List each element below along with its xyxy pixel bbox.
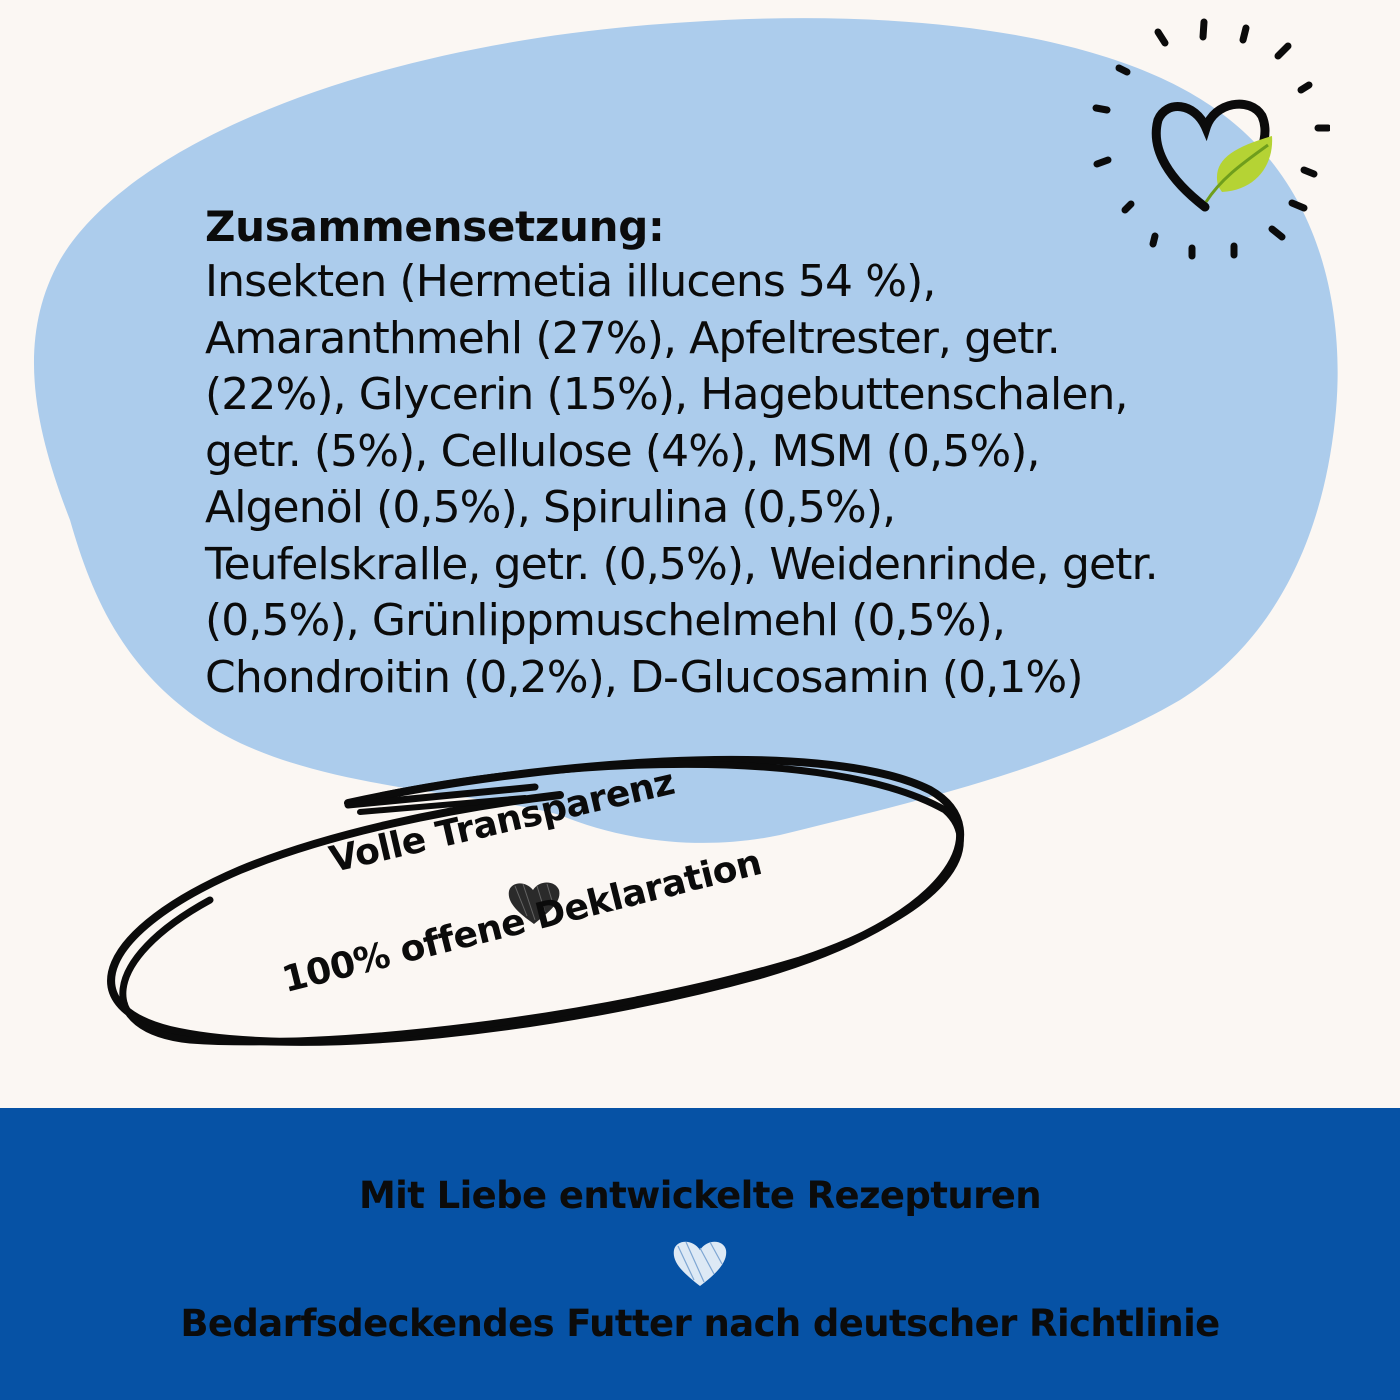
ingredient-line: Amaranthmehl (27%), Apfeltrester, getr. (205, 312, 1061, 364)
ingredient-line: (22%), Glycerin (15%), Hagebuttenschalen… (205, 369, 1128, 420)
composition-title: Zusammensetzung: (205, 202, 665, 251)
ingredient-line: (0,5%), Grünlippmuschelmehl (0,5%), (205, 595, 1006, 646)
composition-block: Zusammensetzung: Insekten (Hermetia illu… (205, 200, 1285, 706)
heart-with-leaf-icon (1092, 18, 1330, 260)
ingredient-line: Algenöl (0,5%), Spirulina (0,5%), (205, 482, 896, 533)
scribble-ellipse (107, 755, 965, 1046)
scribble-heart-icon (673, 1241, 727, 1286)
footer-band: Mit Liebe entwickelte Rezepturen Bedarfs… (0, 1108, 1400, 1400)
ingredient-line: Teufelskralle, getr. (0,5%), Weidenrinde… (205, 538, 1159, 590)
blue-blob-shape (33, 18, 1338, 843)
footer-line-recipes: Mit Liebe entwickelte Rezepturen (358, 1174, 1042, 1217)
ingredient-line: Chondroitin (0,2%), D-Glucosamin (0,1%) (205, 651, 1084, 703)
ingredient-line: getr. (5%), Cellulose (4%), MSM (0,5%), (205, 425, 1040, 477)
scribble-heart-icon (508, 882, 560, 924)
ingredient-line: Insekten (Hermetia illucens 54 %), (205, 256, 936, 307)
footer-line-guideline: Bedarfsdeckendes Futter nach deutscher R… (180, 1302, 1220, 1345)
